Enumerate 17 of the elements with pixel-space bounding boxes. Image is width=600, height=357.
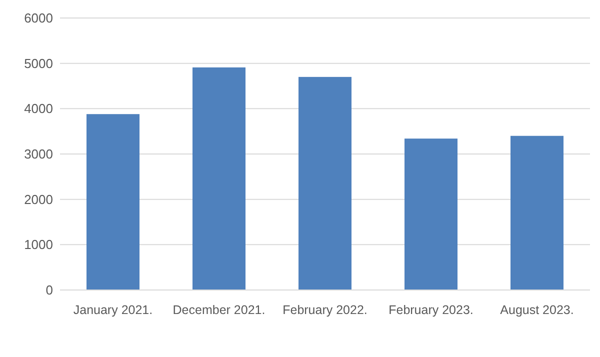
y-tick-label: 3000	[24, 146, 53, 162]
y-tick-label: 0	[46, 282, 53, 298]
y-tick-label: 1000	[24, 237, 53, 252]
bar	[298, 76, 352, 290]
x-tick-label: February 2022.	[282, 303, 368, 317]
bar	[404, 138, 458, 290]
y-tick-label: 4000	[24, 101, 53, 116]
bar	[510, 136, 564, 290]
x-tick-label: January 2021.	[73, 303, 153, 317]
y-tick-label: 6000	[24, 10, 53, 26]
bar	[192, 67, 246, 290]
x-tick-label: August 2023.	[500, 303, 574, 317]
x-tick-label: February 2023.	[388, 303, 474, 317]
bar	[86, 114, 140, 290]
y-tick-label: 5000	[24, 56, 53, 71]
x-tick-label: December 2021.	[172, 303, 266, 317]
y-tick-label: 2000	[24, 192, 53, 207]
